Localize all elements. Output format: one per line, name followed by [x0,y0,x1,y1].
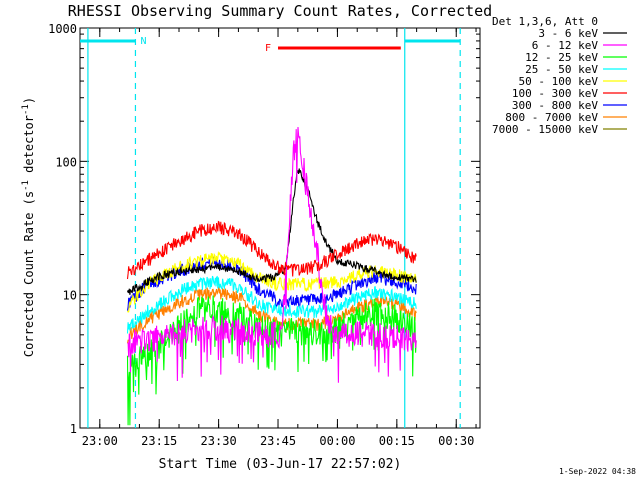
y-tick-label: 10 [63,289,77,303]
x-tick-label: 23:00 [82,434,118,448]
plot-frame [79,27,481,429]
legend-label: 50 - 100 keV [519,75,599,88]
night-label: N [140,36,146,47]
legend-label: 7000 - 15000 keV [492,123,598,136]
y-axis-label-sup2: -1 [21,104,31,115]
y-tick-label: 100 [55,155,77,169]
y-tick-label: 1 [70,422,77,436]
x-tick-label: 00:30 [438,434,474,448]
legend-label: 800 - 7000 keV [505,111,598,124]
legend-label: 3 - 6 keV [538,27,598,40]
x-tick-label: 00:15 [379,434,415,448]
y-axis-label-start: Corrected Count Rate (s [22,191,36,357]
legend-label: 100 - 300 keV [512,87,598,100]
legend-label: 300 - 800 keV [512,99,598,112]
series-line-12-25keV [126,295,417,426]
x-tick-label: 23:45 [260,434,296,448]
y-axis-label-end: ) [22,97,36,104]
series-line-100-300keV [126,220,417,280]
legend-header: Det 1,3,6, Att 0 [492,15,598,28]
series-line-6-12keV [127,126,417,383]
legend-label: 25 - 50 keV [525,63,598,76]
legend-label: 6 - 12 keV [532,39,599,52]
y-tick-label: 1000 [48,22,77,36]
x-tick-label: 23:30 [201,434,237,448]
chart-title: RHESSI Observing Summary Count Rates, Co… [68,2,492,20]
plot-area: 1 10 100 1000 23:00 23:15 23:30 23:45 00:00 00:15… [48,22,481,448]
series-line-3-6keV [126,168,417,295]
y-axis-label-mid: detector [22,115,36,180]
footer-timestamp: 1-Sep-2022 04:38 [559,467,636,476]
x-tick-label: 00:00 [319,434,355,448]
x-tick-label: 23:15 [141,434,177,448]
flare-label: F [265,43,271,54]
y-axis-label-sup1: -1 [21,180,31,191]
x-axis-label: Start Time (03-Jun-17 22:57:02) [159,457,402,472]
series-line-25-50keV [126,275,417,334]
legend-label: 12 - 25 keV [525,51,598,64]
y-axis-label: Corrected Count Rate (s-1 detector-1) [21,97,36,357]
